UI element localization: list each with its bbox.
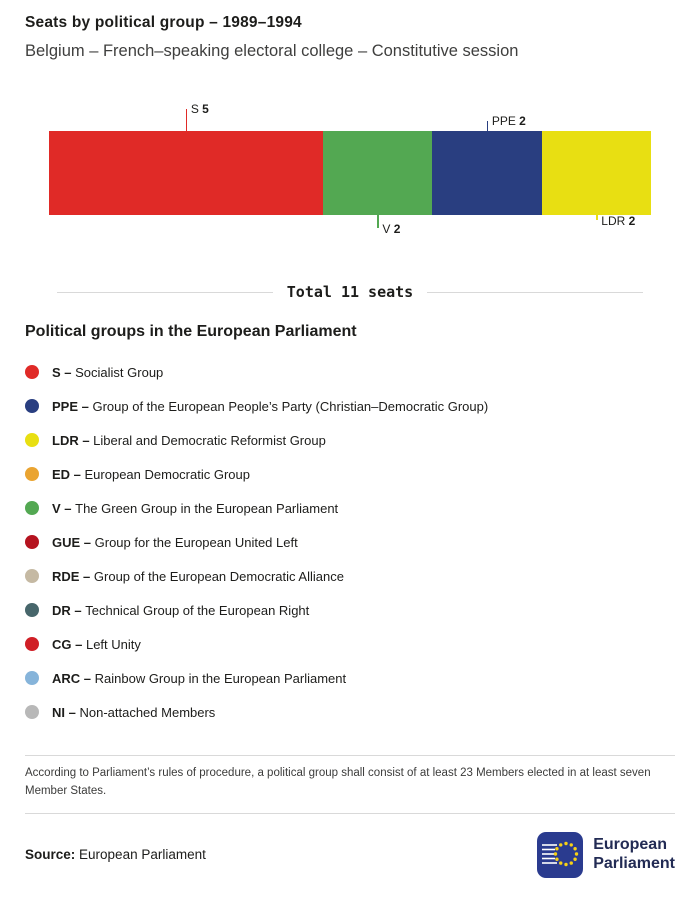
source-line: Source: European Parliament (25, 847, 206, 862)
legend-item-code: PPE – (52, 398, 93, 414)
legend-item-ed: ED – European Democratic Group (25, 457, 675, 491)
legend-item-code: LDR – (52, 432, 94, 448)
legend-item-code: NI – (52, 704, 80, 720)
legend-color-dot (25, 569, 39, 583)
legend-color-dot (25, 433, 39, 447)
page-subtitle: Belgium – French–speaking electoral coll… (25, 42, 519, 60)
legend-color-dot (25, 399, 39, 413)
legend-item-dr: DR – Technical Group of the European Rig… (25, 593, 675, 627)
bar-label-seats: 2 (628, 214, 636, 228)
legend-list: S – Socialist Group PPE – Group of the Eu… (25, 355, 675, 729)
bar-label-code: S (190, 102, 203, 116)
legend-item-label: PPE – Group of the European People’s Par… (52, 398, 489, 414)
legend-color-dot (25, 365, 39, 379)
legend-color-dot (25, 671, 39, 685)
legend-item-label: RDE – Group of the European Democratic A… (52, 568, 344, 584)
legend-item-code: S – (52, 364, 76, 380)
legend-item-ni: NI – Non-attached Members (25, 695, 675, 729)
page-title: Seats by political group – 1989–1994 (25, 14, 302, 31)
legend-heading: Political groups in the European Parliam… (25, 323, 357, 340)
legend-item-label: ED – European Democratic Group (52, 466, 250, 482)
legend-item-cg: CG – Left Unity (25, 627, 675, 661)
bar-label-tick-v (377, 215, 379, 228)
legend-color-dot (25, 637, 39, 651)
total-seats-label: Total 11 seats (286, 283, 414, 301)
bar-segment-v (322, 131, 433, 215)
legend-item-label: CG – Left Unity (52, 636, 141, 652)
bar-label-v: V 2 (382, 222, 400, 236)
source-value: European Parliament (79, 847, 206, 863)
legend-item-gue: GUE – Group for the European United Left (25, 525, 675, 559)
legend-item-label: LDR – Liberal and Democratic Reformist G… (52, 432, 326, 448)
bar-label-tick-ppe (486, 121, 489, 131)
bar-label-tick-ldr (596, 215, 598, 220)
bar-label-ldr: LDR 2 (601, 214, 635, 228)
bar-label-seats: 2 (393, 222, 401, 236)
ep-logo-icon (537, 831, 584, 878)
legend-item-code: V – (52, 500, 76, 516)
bar-segment-ppe (432, 131, 542, 215)
legend-item-v: V – The Green Group in the European Parl… (25, 491, 675, 525)
legend-color-dot (25, 501, 39, 515)
bottom-bar: Source: European Parliament (25, 831, 675, 878)
total-divider: Total 11 seats (57, 283, 643, 301)
legend-item-label: S – Socialist Group (52, 364, 164, 380)
legend-item-code: RDE – (52, 568, 94, 584)
legend-item-ppe: PPE – Group of the European People’s Par… (25, 389, 675, 423)
bar-label-code: V (382, 222, 394, 236)
bar-label-seats: 5 (202, 102, 209, 116)
legend-item-code: DR – (52, 602, 86, 618)
legend-item-code: ARC – (52, 670, 95, 686)
legend-item-s: S – Socialist Group (25, 355, 675, 389)
ep-logo-text: European Parliament (593, 836, 675, 874)
source-label: Source: (25, 847, 76, 863)
legend-item-code: ED – (52, 466, 85, 482)
legend-color-dot (25, 467, 39, 481)
legend-item-label: NI – Non-attached Members (52, 704, 216, 720)
bar-label-ppe: PPE 2 (492, 114, 526, 128)
footnote: According to Parliament’s rules of proce… (25, 755, 675, 814)
bar-label-code: LDR (601, 214, 629, 228)
legend-item-label: GUE – Group for the European United Left (52, 534, 298, 550)
legend-item-code: CG – (52, 636, 86, 652)
legend-item-rde: RDE – Group of the European Democratic A… (25, 559, 675, 593)
divider-line-left (57, 291, 273, 293)
bar-label-tick-s (185, 109, 188, 131)
legend-color-dot (25, 603, 39, 617)
legend-item-arc: ARC – Rainbow Group in the European Parl… (25, 661, 675, 695)
legend-color-dot (25, 705, 39, 719)
legend-item-label: V – The Green Group in the European Parl… (52, 500, 339, 516)
ep-logo: European Parliament (537, 831, 675, 878)
bar-label-s: S 5 (191, 102, 209, 116)
divider-line-right (427, 291, 643, 293)
bar-segment-s (49, 131, 323, 215)
legend-item-ldr: LDR – Liberal and Democratic Reformist G… (25, 423, 675, 457)
bar-segment-ldr (541, 131, 651, 215)
ep-logo-text-line2: Parliament (593, 854, 675, 872)
legend-color-dot (25, 535, 39, 549)
bar-label-code: PPE (491, 114, 520, 128)
legend-item-label: DR – Technical Group of the European Rig… (52, 602, 310, 618)
ep-logo-text-line1: European (593, 835, 667, 853)
legend-item-label: ARC – Rainbow Group in the European Parl… (52, 670, 347, 686)
seats-bar (49, 131, 651, 215)
bar-label-seats: 2 (519, 114, 526, 128)
legend-item-code: GUE – (52, 534, 95, 550)
